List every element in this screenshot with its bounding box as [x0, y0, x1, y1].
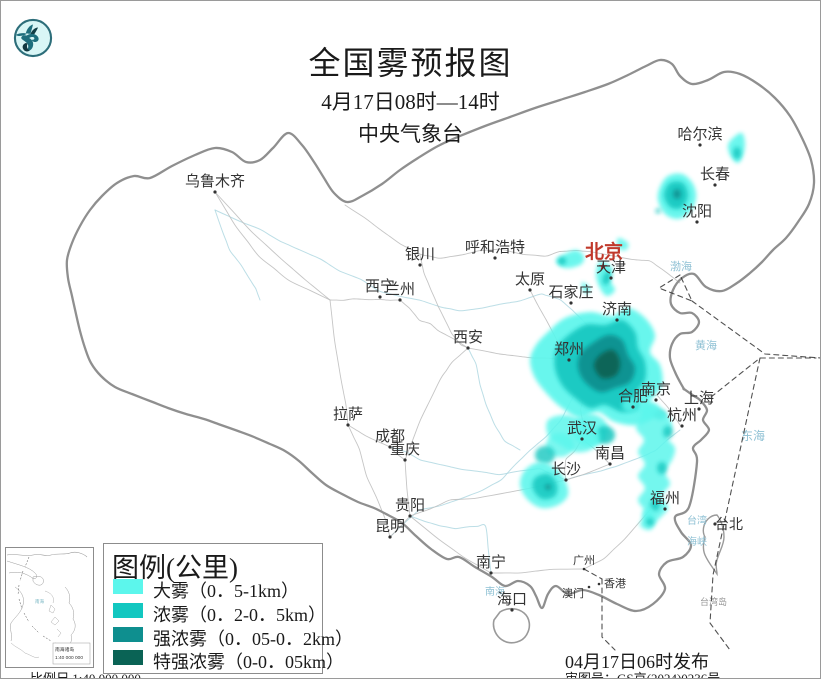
svg-text:南海: 南海: [35, 598, 44, 605]
svg-text:上海: 上海: [684, 390, 714, 407]
svg-text:南宁: 南宁: [476, 554, 506, 571]
svg-text:太原: 太原: [515, 271, 545, 288]
svg-text:乌鲁木齐: 乌鲁木齐: [185, 173, 245, 190]
svg-text:南昌: 南昌: [595, 445, 625, 462]
svg-text:长沙: 长沙: [551, 461, 581, 478]
svg-text:西安: 西安: [453, 329, 483, 346]
svg-text:贵阳: 贵阳: [395, 497, 425, 514]
svg-text:沈阳: 沈阳: [682, 203, 712, 220]
svg-text:郑州: 郑州: [554, 341, 584, 358]
svg-text:1:40 000 000: 1:40 000 000: [55, 655, 83, 661]
svg-text:广州: 广州: [573, 554, 595, 567]
svg-text:渤海: 渤海: [670, 259, 692, 273]
svg-text:黄海: 黄海: [695, 338, 717, 352]
svg-text:南海诸岛: 南海诸岛: [55, 646, 74, 653]
svg-text:海口: 海口: [497, 591, 527, 608]
svg-text:台北: 台北: [715, 516, 743, 532]
svg-text:石家庄: 石家庄: [548, 283, 593, 301]
svg-text:台湾岛: 台湾岛: [700, 596, 727, 607]
svg-text:合肥: 合肥: [618, 388, 648, 405]
svg-text:昆明: 昆明: [375, 518, 405, 535]
svg-text:拉萨: 拉萨: [333, 406, 363, 423]
svg-text:重庆: 重庆: [390, 441, 420, 458]
svg-text:银川: 银川: [405, 246, 435, 263]
svg-text:济南: 济南: [602, 301, 632, 318]
svg-text:长春: 长春: [700, 166, 730, 183]
svg-text:天津: 天津: [596, 259, 626, 276]
svg-text:台湾: 台湾: [687, 514, 707, 527]
svg-text:香港: 香港: [604, 577, 626, 590]
svg-text:海峡: 海峡: [687, 535, 707, 548]
svg-text:西宁: 西宁: [365, 278, 395, 295]
svg-text:呼和浩特: 呼和浩特: [465, 239, 525, 256]
svg-text:武汉: 武汉: [567, 420, 597, 437]
svg-text:杭州: 杭州: [667, 407, 697, 424]
svg-text:澳门: 澳门: [562, 586, 584, 600]
svg-text:福州: 福州: [650, 490, 680, 507]
